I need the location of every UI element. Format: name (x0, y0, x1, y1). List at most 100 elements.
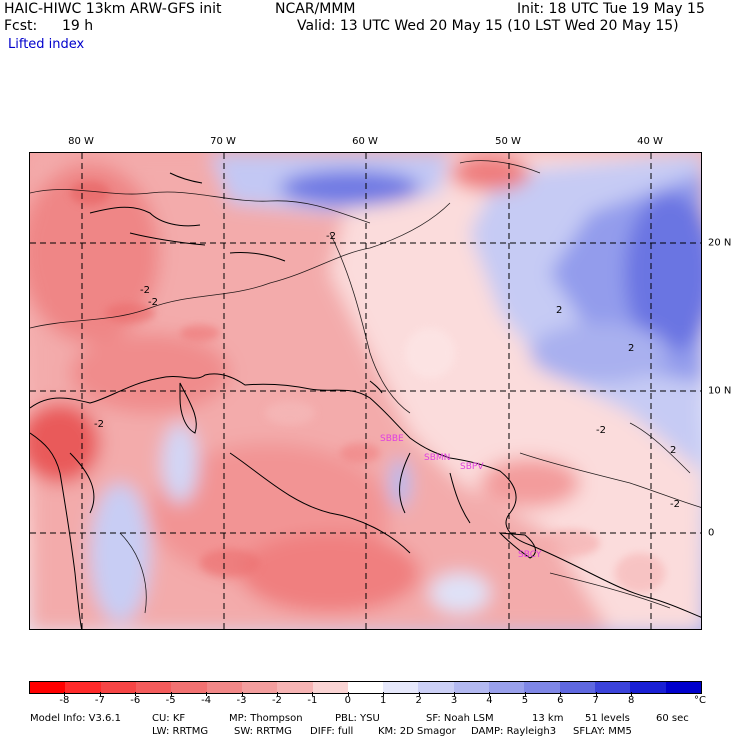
model-title: HAIC-HIWC 13km ARW-GFS init (4, 1, 222, 17)
colorbar-tick (312, 692, 314, 696)
levels: 51 levels (585, 713, 630, 724)
colorbar-segment (135, 682, 172, 693)
station-label: SBMN (424, 453, 450, 463)
station-markers: SBBE SBMN SBPV SBCY (380, 434, 542, 560)
contour-label: -2 (326, 231, 336, 242)
colorbar-tick-label: 4 (486, 695, 493, 706)
colorbar-tick-label: 8 (627, 695, 635, 706)
colorbar-tick-label: 2 (415, 695, 422, 706)
colorbar-tick-label: -4 (201, 695, 212, 706)
contour-label-group: -2 -2 -2 -2 -2 -2 2 2 2 (94, 231, 680, 510)
colorbar-tick (631, 692, 633, 696)
field-name: Lifted index (8, 37, 85, 52)
pbl-scheme: PBL: YSU (335, 713, 380, 724)
surface-scheme: SF: Noah LSM (426, 713, 494, 724)
lon-label: 70 W (210, 136, 236, 147)
colorbar-tick (489, 692, 491, 696)
surface-layer-scheme: SFLAY: MM5 (573, 726, 632, 737)
colorbar-tick-label: -5 (165, 695, 176, 706)
colorbar-segment (277, 682, 313, 693)
colorbar-segment (418, 682, 454, 693)
colorbar-tick (347, 692, 349, 696)
colorbar-segment (665, 682, 701, 693)
lat-lon-grid (30, 153, 701, 629)
colorbar-tick (454, 692, 456, 696)
model-info: Model Info: V3.6.1 (30, 713, 121, 724)
colorbar-tick-label: 0 (344, 695, 351, 706)
field-texture (70, 181, 665, 593)
map-canvas: -2 -2 -2 -2 -2 -2 2 2 2 SBBE SBMN SBPV S… (30, 153, 701, 629)
diffusion-setting: DIFF: full (310, 726, 354, 737)
colorbar-segment (559, 682, 595, 693)
colorbar-segment (100, 682, 136, 693)
colorbar-tick (135, 692, 137, 696)
contour-label: -2 (148, 297, 158, 308)
colorbar-tick (383, 692, 385, 696)
colorbar-tick-label: -3 (236, 695, 247, 706)
station-label: SBPV (460, 462, 484, 472)
contour-label: -2 (670, 499, 680, 510)
lat-label: 20 N (708, 237, 732, 249)
lat-label: 0 (708, 527, 715, 539)
colorbar-tick (206, 692, 208, 696)
colorbar-segment (171, 682, 207, 693)
contour-label: 2 (556, 305, 562, 316)
station-label: SBBE (380, 434, 404, 444)
colorbar-segment (630, 682, 666, 693)
lifted-index-map: -2 -2 -2 -2 -2 -2 2 2 2 SBBE SBMN SBPV S… (29, 152, 702, 630)
colorbar-tick (241, 692, 243, 696)
colorbar-segment (312, 682, 348, 693)
colorbar (29, 681, 702, 694)
lon-label: 60 W (352, 136, 378, 147)
colorbar-tick-label: -1 (307, 695, 318, 706)
init-time: Init: 18 UTC Tue 19 May 15 (517, 1, 705, 17)
colorbar-segment (65, 682, 101, 693)
lat-label: 10 N (708, 385, 732, 397)
cumulus-scheme: CU: KF (152, 713, 186, 724)
contour-label: 2 (628, 343, 634, 354)
damping-setting: DAMP: Rayleigh3 (471, 726, 557, 737)
contour-label: 2 (670, 445, 676, 456)
colorbar-tick-label: -8 (59, 695, 70, 706)
shortwave-scheme: SW: RRTMG (234, 726, 292, 737)
microphysics-scheme: MP: Thompson (229, 713, 303, 724)
colorbar-tick (418, 692, 420, 696)
colorbar-tick (64, 692, 66, 696)
colorbar-tick (276, 692, 278, 696)
station-label: SBCY (518, 550, 542, 560)
lon-label: 80 W (68, 136, 94, 147)
timestep: 60 sec (656, 713, 689, 724)
colorbar-tick-label: -6 (130, 695, 141, 706)
colorbar-segment (206, 682, 242, 693)
colorbar-segment (30, 682, 66, 693)
colorbar-tick (560, 692, 562, 696)
contour-lines (30, 160, 701, 614)
colorbar-tick-label: -7 (94, 695, 105, 706)
colorbar-tick (524, 692, 526, 696)
colorbar-tick-label: 5 (521, 695, 529, 706)
lon-label: 40 W (637, 136, 663, 147)
colorbar-segment (383, 682, 419, 693)
org-label: NCAR/MMM (275, 1, 356, 17)
colorbar-tick (170, 692, 172, 696)
colorbar-segment (595, 682, 631, 693)
lon-label: 50 W (495, 136, 521, 147)
colorbar-segment (241, 682, 278, 693)
colorbar-segment (453, 682, 490, 693)
colorbar-segment (347, 682, 384, 693)
contour-label: -2 (94, 419, 104, 430)
colorbar-segment (489, 682, 525, 693)
colorbar-tick (99, 692, 101, 696)
forecast-label: Fcst: (4, 18, 38, 34)
colorbar-tick-label: 3 (450, 695, 458, 706)
km-setting: KM: 2D Smagor (378, 726, 456, 737)
colorbar-tick-label: 1 (380, 695, 387, 706)
valid-time: Valid: 13 UTC Wed 20 May 15 (10 LST Wed … (297, 18, 679, 34)
colorbar-tick-label: 6 (557, 695, 564, 706)
contour-label: -2 (596, 425, 606, 436)
colorbar-segment (524, 682, 560, 693)
forecast-hour: 19 h (62, 18, 94, 34)
contour-label: -2 (140, 285, 150, 296)
coastlines (30, 172, 701, 629)
colorbar-tick-label: 7 (592, 695, 599, 706)
